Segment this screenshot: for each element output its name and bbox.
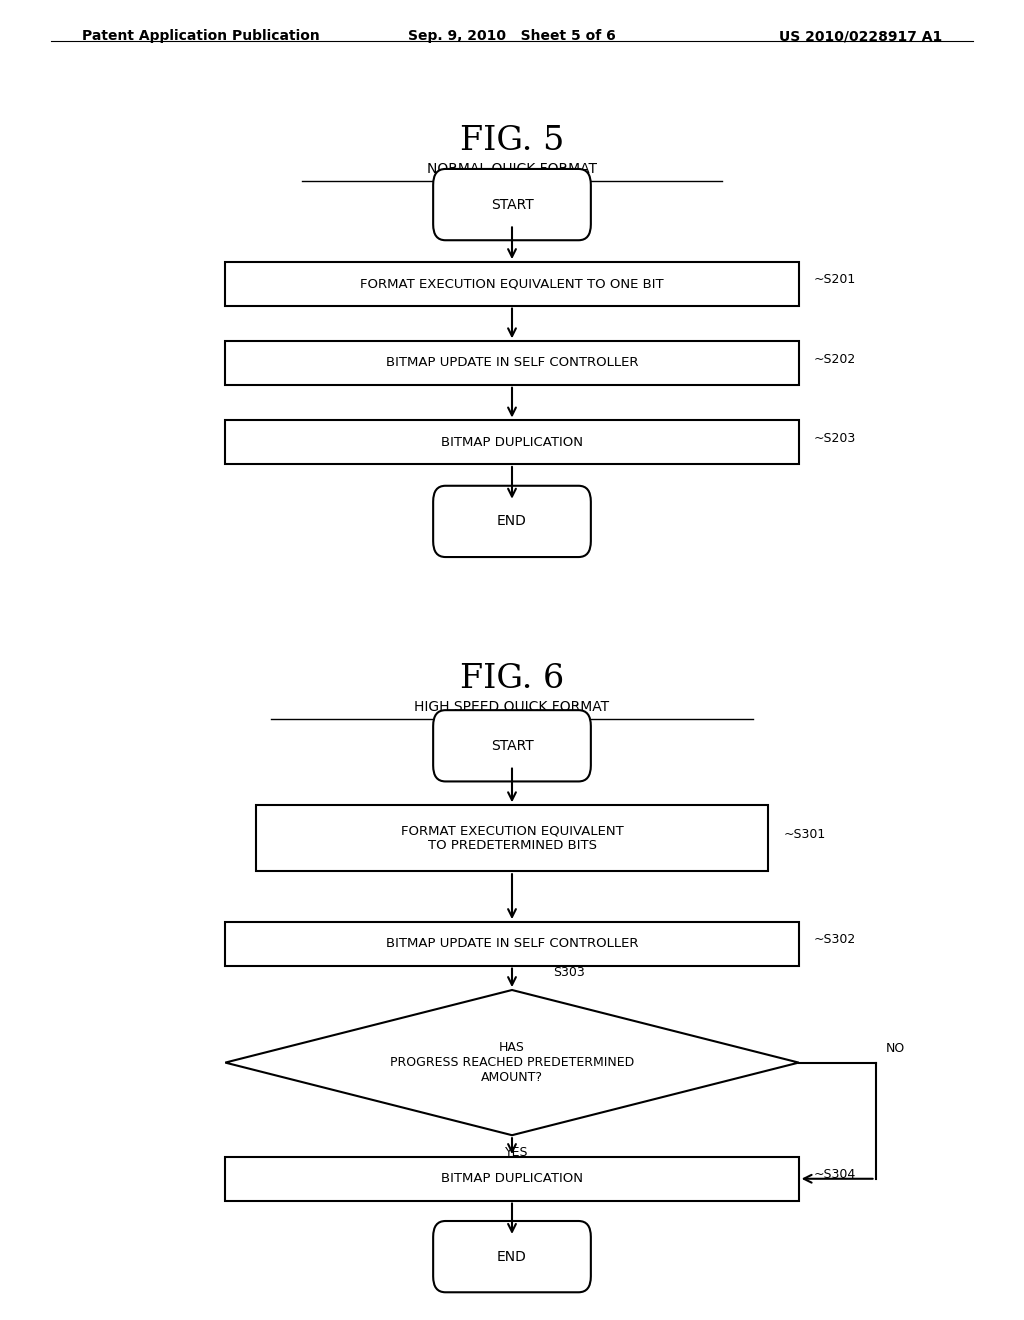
Text: ~S304: ~S304	[814, 1168, 856, 1181]
Text: YES: YES	[506, 1146, 528, 1159]
Text: HAS
PROGRESS REACHED PREDETERMINED
AMOUNT?: HAS PROGRESS REACHED PREDETERMINED AMOUN…	[390, 1041, 634, 1084]
Text: HIGH SPEED QUICK FORMAT: HIGH SPEED QUICK FORMAT	[415, 700, 609, 714]
Text: END: END	[497, 1250, 527, 1263]
Text: FORMAT EXECUTION EQUIVALENT
TO PREDETERMINED BITS: FORMAT EXECUTION EQUIVALENT TO PREDETERM…	[400, 824, 624, 853]
Text: BITMAP DUPLICATION: BITMAP DUPLICATION	[441, 1172, 583, 1185]
FancyBboxPatch shape	[433, 486, 591, 557]
Text: BITMAP DUPLICATION: BITMAP DUPLICATION	[441, 436, 583, 449]
Text: NORMAL QUICK FORMAT: NORMAL QUICK FORMAT	[427, 161, 597, 176]
Text: ~S203: ~S203	[814, 432, 856, 445]
Polygon shape	[225, 990, 799, 1135]
Bar	[225, 341, 799, 385]
Text: S303: S303	[553, 966, 585, 979]
Text: ~S301: ~S301	[783, 828, 825, 841]
Bar	[225, 1156, 799, 1201]
Text: Patent Application Publication: Patent Application Publication	[82, 29, 319, 44]
Text: START: START	[490, 739, 534, 752]
Bar	[256, 805, 768, 871]
Text: ~S302: ~S302	[814, 933, 856, 946]
Text: BITMAP UPDATE IN SELF CONTROLLER: BITMAP UPDATE IN SELF CONTROLLER	[386, 937, 638, 950]
Text: FORMAT EXECUTION EQUIVALENT TO ONE BIT: FORMAT EXECUTION EQUIVALENT TO ONE BIT	[360, 277, 664, 290]
Bar	[225, 921, 799, 966]
Text: US 2010/0228917 A1: US 2010/0228917 A1	[779, 29, 942, 44]
Text: NO: NO	[886, 1041, 905, 1055]
Bar	[225, 420, 799, 463]
FancyBboxPatch shape	[433, 1221, 591, 1292]
Text: END: END	[497, 515, 527, 528]
FancyBboxPatch shape	[433, 710, 591, 781]
FancyBboxPatch shape	[433, 169, 591, 240]
Text: BITMAP UPDATE IN SELF CONTROLLER: BITMAP UPDATE IN SELF CONTROLLER	[386, 356, 638, 370]
Bar	[225, 261, 799, 305]
Text: ~S202: ~S202	[814, 352, 856, 366]
Text: ~S201: ~S201	[814, 273, 856, 286]
Text: FIG. 5: FIG. 5	[460, 125, 564, 157]
Text: Sep. 9, 2010   Sheet 5 of 6: Sep. 9, 2010 Sheet 5 of 6	[409, 29, 615, 44]
Text: START: START	[490, 198, 534, 211]
Text: FIG. 6: FIG. 6	[460, 663, 564, 694]
